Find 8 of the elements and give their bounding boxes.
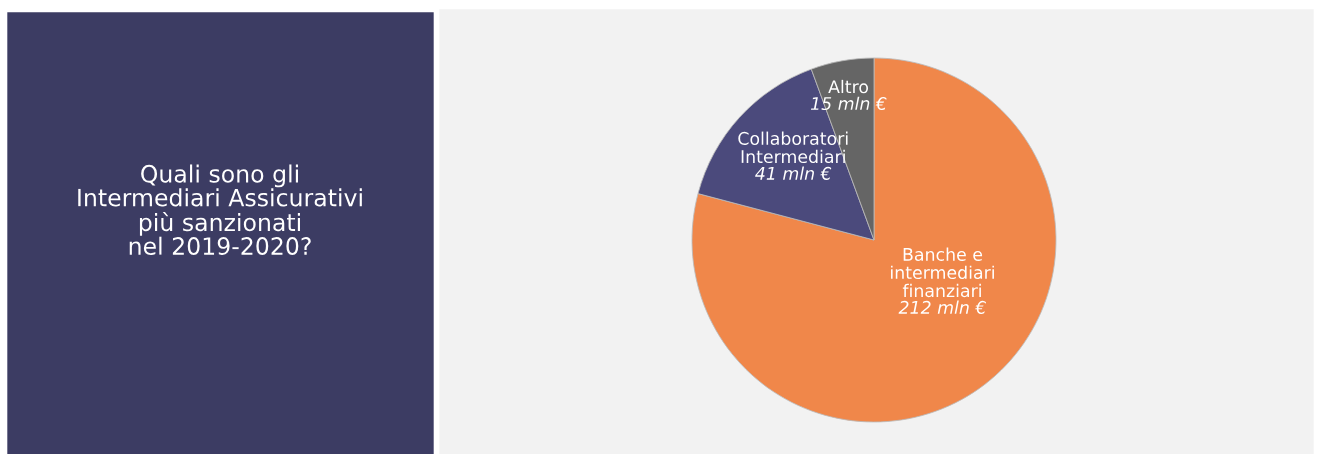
slice-label: Banche e intermediari finanziari xyxy=(891,247,994,298)
pie-slice xyxy=(691,57,1057,423)
text: Quali sono gli Intermediari Assicurativi più sanzionati nel 2019-2020? xyxy=(78,164,362,255)
slice-label: Collaboratori Intermediari xyxy=(738,131,848,164)
data-label: 41 mln € xyxy=(755,166,832,180)
data-label: 15 mln € xyxy=(810,96,887,111)
data-label: 212 mln € xyxy=(898,300,986,314)
slice-label: Altro xyxy=(828,79,869,94)
